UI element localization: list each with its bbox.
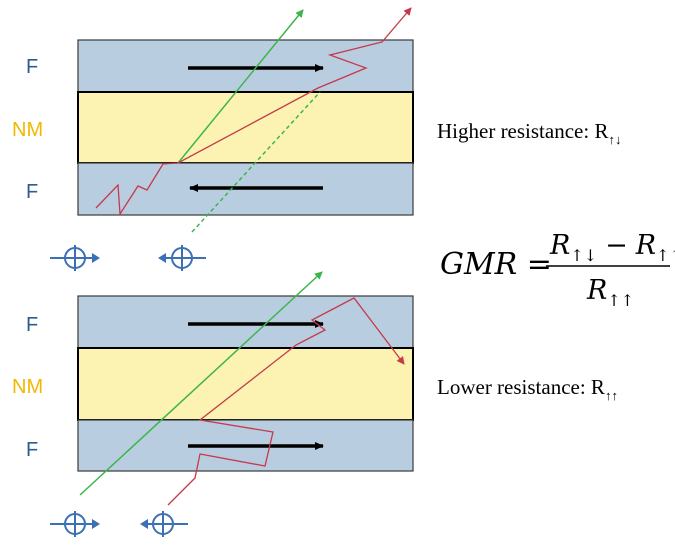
denominator-r: R xyxy=(586,275,607,306)
denominator-sub: ↑↑ xyxy=(607,291,634,310)
lower-resistance-subscript: ↑↑ xyxy=(605,388,618,403)
bottom-stack-label-upper: F xyxy=(26,314,38,336)
top-green-electron-path-solid xyxy=(177,9,304,164)
bottom-stack-label-lower: F xyxy=(26,439,38,461)
gmr-formula: GMR = R↑↓−R↑↑ R↑↑ xyxy=(440,230,675,310)
formula-numerator: R↑↓−R↑↑ xyxy=(549,230,675,265)
top-spin-left-icon xyxy=(158,245,206,271)
lower-resistance-text: Lower resistance: R xyxy=(437,375,605,399)
bottom-stack: F NM F xyxy=(12,271,414,506)
top-stack-label-lower: F xyxy=(26,181,38,203)
top-stack-label-middle: NM xyxy=(12,119,43,141)
bottom-red-electron-path xyxy=(167,297,405,506)
higher-resistance-subscript: ↑↓ xyxy=(608,132,621,147)
bottom-green-electron-path xyxy=(79,271,323,496)
numerator-r1-sub: ↑↓ xyxy=(570,246,597,265)
top-green-electron-path-lower xyxy=(191,91,321,233)
top-stack-label-upper: F xyxy=(26,56,38,78)
numerator-r1: R xyxy=(549,230,570,261)
higher-resistance-caption: Higher resistance: R↑↓ xyxy=(437,119,621,147)
top-spin-right-icon xyxy=(50,245,100,271)
numerator-r2-sub: ↑↑ xyxy=(656,246,675,265)
higher-resistance-text: Higher resistance: R xyxy=(437,119,608,143)
numerator-r2: R xyxy=(635,230,656,261)
top-stack: F NM F xyxy=(12,7,414,233)
lower-resistance-caption: Lower resistance: R↑↑ xyxy=(437,375,618,403)
numerator-minus: − xyxy=(605,230,628,261)
formula-denominator: R↑↑ xyxy=(586,275,634,310)
top-red-electron-path xyxy=(95,7,412,217)
formula-lhs: GMR = xyxy=(440,247,552,282)
bottom-spin-right-icon xyxy=(50,511,100,537)
top-stack-upper-ferromagnet xyxy=(77,39,414,93)
bottom-spin-left-icon xyxy=(140,511,188,537)
bottom-stack-label-middle: NM xyxy=(12,376,43,398)
bottom-stack-upper-ferromagnet xyxy=(77,295,414,349)
